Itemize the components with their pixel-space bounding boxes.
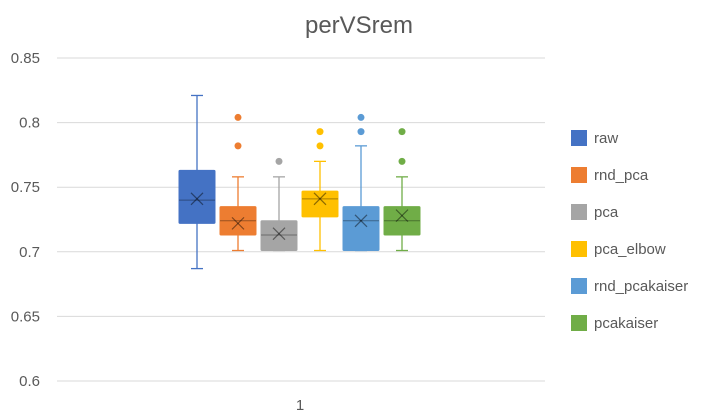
legend-swatch [571,315,587,331]
legend-label: raw [594,130,618,147]
box-rnd-pca [219,113,257,252]
y-tick-label: 0.8 [19,115,40,132]
chart-title: perVSrem [305,12,413,39]
legend-label: pca_elbow [594,241,666,258]
legend-swatch [571,278,587,294]
y-tick-label: 0.75 [11,179,40,196]
mean-marker [395,209,409,223]
y-tick-label: 0.6 [19,373,40,390]
legend-item-raw: raw [571,130,618,147]
box-body [342,206,380,252]
legend-label: pcakaiser [594,315,658,332]
legend-swatch [571,167,587,183]
legend-label: rnd_pcakaiser [594,278,688,295]
outlier-point [357,128,365,136]
box-rnd-pcakaiser [342,113,380,252]
box-body [178,169,216,224]
box-body [219,206,257,236]
box-body [260,220,298,252]
mean-marker [190,192,204,206]
y-tick-label: 0.7 [19,244,40,261]
gridlines [57,57,545,382]
box-pcakaiser [383,128,421,252]
box-body [383,206,421,236]
legend-item-pca-elbow: pca_elbow [571,241,666,258]
y-tick-label: 0.65 [11,308,40,325]
legend-item-pcakaiser: pcakaiser [571,315,658,332]
y-axis-ticks: 0.6 0.65 0.7 0.75 0.8 0.85 [11,50,40,390]
plot-area [178,94,421,270]
y-tick-label: 0.85 [11,50,40,67]
mean-marker [313,192,327,206]
legend-item-pca: pca [571,204,619,221]
mean-marker [190,192,204,206]
box-pca-elbow [301,128,339,252]
outlier-point [275,157,283,165]
outlier-point [234,142,242,150]
legend-label: rnd_pca [594,167,649,184]
legend-item-rnd-pcakaiser: rnd_pcakaiser [571,278,688,295]
box-body [301,190,339,218]
outlier-point [398,157,406,165]
box-raw [178,94,216,270]
mean-marker [231,216,245,230]
outlier-point [316,128,324,136]
box-pca [260,157,298,252]
legend-item-rnd-pca: rnd_pca [571,167,649,184]
outlier-point [316,142,324,150]
legend-swatch [571,241,587,257]
legend-swatch [571,130,587,146]
legend-swatch [571,204,587,220]
outlier-point [357,113,365,121]
outlier-point [234,113,242,121]
mean-marker [231,216,245,230]
mean-marker [313,192,327,206]
mean-marker [354,214,368,228]
x-tick-label: 1 [296,397,304,410]
outlier-point [398,128,406,136]
legend-label: pca [594,204,619,221]
mean-marker [395,209,409,223]
mean-marker [354,214,368,228]
mean-marker [272,227,286,241]
mean-marker [272,227,286,241]
